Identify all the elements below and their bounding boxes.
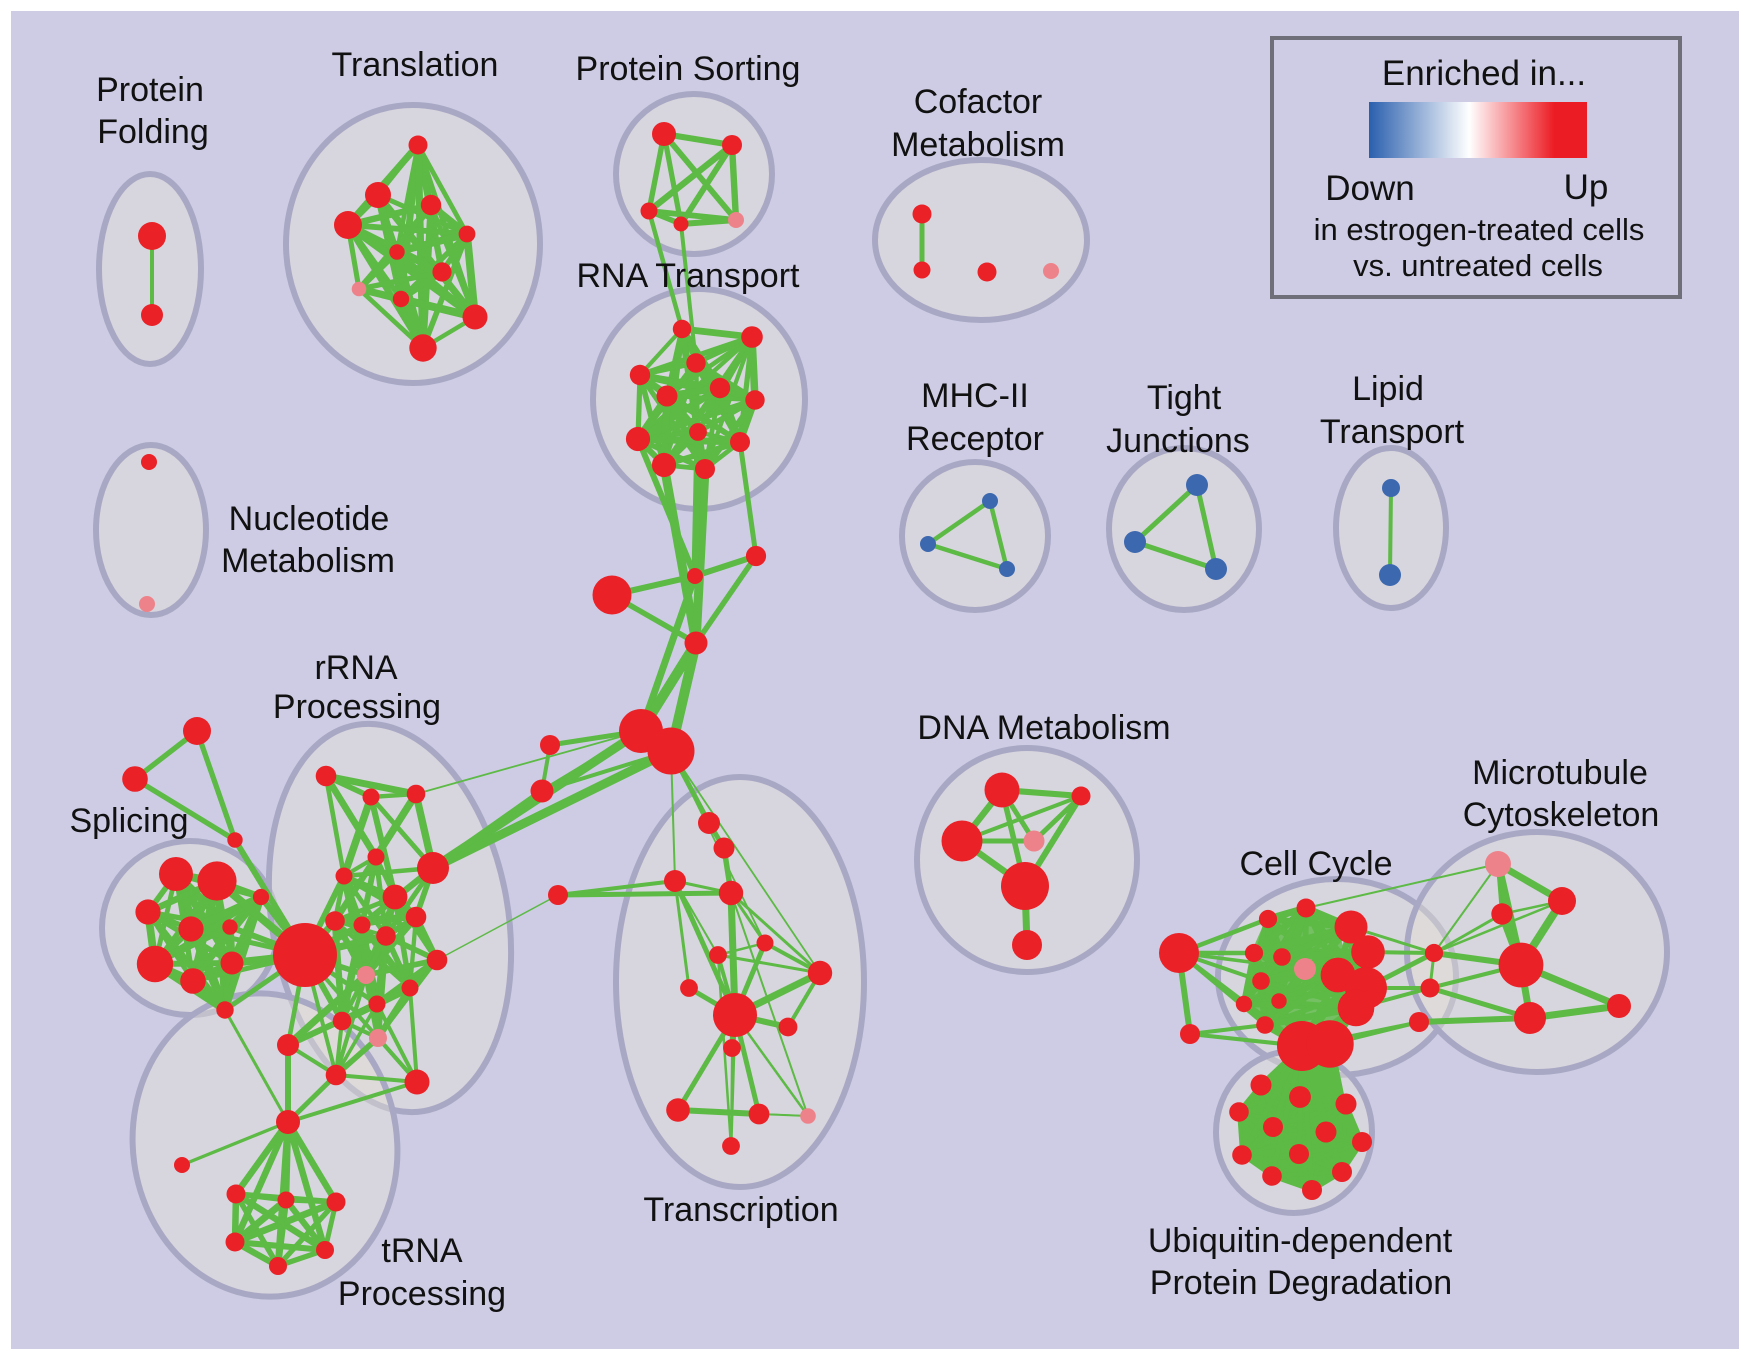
- svg-text:Protein Degradation: Protein Degradation: [1150, 1264, 1452, 1302]
- svg-text:Transport: Transport: [1320, 413, 1465, 451]
- svg-text:vs. untreated cells: vs. untreated cells: [1353, 248, 1603, 283]
- svg-text:Nucleotide: Nucleotide: [229, 500, 390, 538]
- svg-text:Folding: Folding: [97, 113, 209, 151]
- svg-text:Cofactor: Cofactor: [914, 83, 1043, 121]
- svg-text:Down: Down: [1325, 169, 1414, 208]
- svg-text:DNA Metabolism: DNA Metabolism: [917, 709, 1170, 747]
- svg-text:Metabolism: Metabolism: [221, 542, 395, 580]
- svg-text:Translation: Translation: [332, 46, 499, 84]
- svg-text:Enriched in...: Enriched in...: [1382, 54, 1586, 93]
- svg-text:Lipid: Lipid: [1352, 370, 1424, 408]
- svg-text:Junctions: Junctions: [1106, 422, 1250, 460]
- svg-text:Cell Cycle: Cell Cycle: [1239, 845, 1392, 883]
- svg-text:Microtubule: Microtubule: [1472, 754, 1648, 792]
- svg-text:Cytoskeleton: Cytoskeleton: [1463, 796, 1660, 834]
- svg-text:Metabolism: Metabolism: [891, 126, 1065, 164]
- svg-text:Transcription: Transcription: [643, 1191, 838, 1229]
- svg-text:Processing: Processing: [273, 688, 441, 726]
- svg-text:Protein Sorting: Protein Sorting: [576, 50, 801, 88]
- svg-text:RNA Transport: RNA Transport: [577, 257, 801, 295]
- svg-text:in estrogen-treated cells: in estrogen-treated cells: [1314, 212, 1645, 247]
- svg-text:Receptor: Receptor: [906, 420, 1044, 458]
- svg-text:Ubiquitin-dependent: Ubiquitin-dependent: [1148, 1222, 1453, 1260]
- svg-text:MHC-II: MHC-II: [921, 377, 1029, 415]
- svg-text:tRNA: tRNA: [381, 1232, 463, 1270]
- svg-text:Processing: Processing: [338, 1275, 506, 1313]
- svg-text:Tight: Tight: [1147, 379, 1222, 417]
- svg-text:Splicing: Splicing: [69, 802, 188, 840]
- svg-text:Up: Up: [1564, 168, 1609, 207]
- svg-text:rRNA: rRNA: [314, 649, 397, 687]
- svg-text:Protein: Protein: [96, 71, 204, 109]
